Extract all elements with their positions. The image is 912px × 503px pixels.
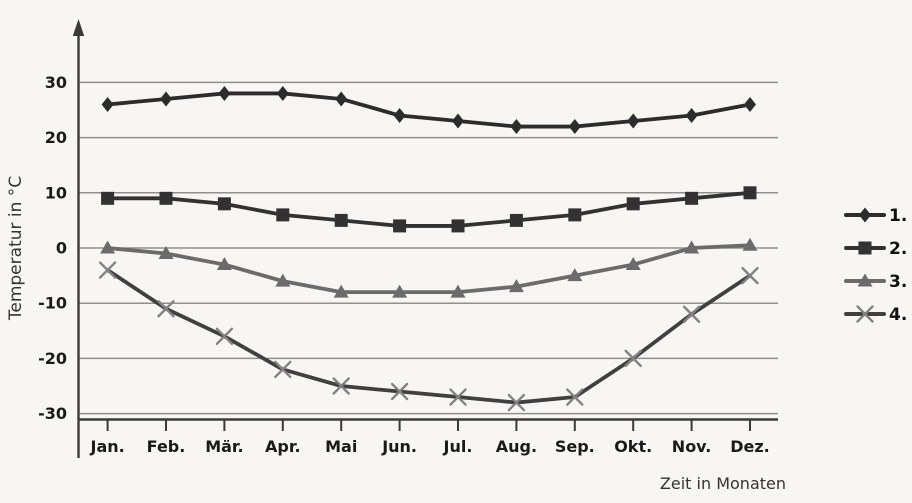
series-1-marker (101, 96, 114, 112)
series-3-marker (684, 240, 700, 254)
legend-label: 1. (889, 206, 907, 226)
series-4-marker (682, 305, 701, 323)
series-plot (98, 85, 759, 412)
series-1-marker (393, 108, 406, 124)
y-axis-arrow (72, 19, 85, 36)
x-axis-title: Zeit in Monaten (660, 474, 786, 493)
series-2-line (105, 190, 752, 228)
series-3 (100, 237, 758, 298)
series-1-marker (627, 113, 640, 129)
y-tick-label: 20 (45, 128, 67, 147)
series-4-marker (390, 382, 409, 401)
series-4-marker (507, 393, 526, 412)
legend-item-3: 3. (844, 272, 907, 292)
series-2-marker (217, 197, 231, 211)
series-1-marker (568, 119, 581, 135)
axes (72, 19, 778, 458)
y-tick-labels: 30 20 10 0 -10 -20 -30 (38, 73, 67, 423)
series-1-marker (452, 113, 464, 129)
series-2-marker (101, 191, 115, 205)
series-4-marker (98, 261, 117, 279)
series-2-marker (334, 213, 348, 227)
legend-marker-x (856, 305, 874, 323)
y-tick-label: -20 (38, 349, 67, 368)
series-1-marker (685, 108, 698, 124)
series-2-marker (159, 191, 173, 205)
series-3-marker (275, 273, 291, 287)
series-1-marker (160, 91, 172, 107)
series-4 (98, 261, 759, 412)
series-3-marker (216, 257, 232, 271)
series-3-marker (450, 284, 466, 298)
legend-item-4: 4. (844, 305, 907, 325)
x-tick-label: Mai (325, 437, 357, 456)
series-3-marker (100, 240, 116, 254)
x-tick-label: Feb. (147, 437, 186, 456)
legend-marker-diamond (859, 207, 871, 223)
series-1-marker (218, 85, 231, 101)
y-tick-label: 10 (45, 183, 67, 202)
series-2-marker (509, 213, 523, 227)
series-4-marker (741, 266, 759, 285)
x-tick-label: Sep. (555, 437, 595, 456)
series-3-marker (567, 268, 583, 282)
x-tick-labels: Jan. Feb. Mär. Apr. Mai Jun. Jul. Aug. Sep. Okt. N… (89, 437, 769, 456)
legend: 1. 2. 3. 4. (844, 206, 907, 325)
x-tick-label: Mär. (205, 437, 243, 456)
legend-item-2: 2. (844, 239, 907, 259)
series-1-marker (744, 96, 756, 112)
series-2-marker (626, 197, 640, 211)
series-3-marker (333, 284, 349, 298)
series-3-marker (158, 246, 174, 260)
series-1-marker (510, 119, 523, 135)
x-tick-label: Nov. (672, 437, 712, 456)
series-3-marker (625, 257, 641, 271)
series-4-marker (215, 327, 234, 346)
legend-label: 2. (889, 239, 907, 259)
series-1-marker (335, 91, 348, 107)
series-2-marker (393, 219, 407, 233)
series-4-marker (157, 300, 175, 318)
x-tick-label: Dez. (730, 437, 770, 456)
y-tick-label: -30 (38, 404, 67, 423)
legend-label: 3. (889, 272, 907, 292)
series-4-marker (449, 388, 467, 406)
y-tick-label: -10 (38, 294, 67, 313)
series-4-marker (332, 377, 350, 395)
series-4-line (105, 268, 752, 405)
y-axis-title: Temperatur in °C (6, 176, 26, 321)
series-4-marker (624, 349, 642, 368)
x-tick-label: Jun. (381, 437, 417, 456)
x-tick-label: Jan. (89, 437, 124, 456)
x-tick-label: Jul. (443, 437, 473, 456)
series-2-marker (685, 191, 699, 205)
legend-marker-triangle (857, 273, 873, 287)
x-tick-label: Okt. (614, 437, 652, 456)
series-2-marker (743, 186, 757, 200)
gridlines (78, 81, 778, 415)
legend-item-1: 1. (844, 206, 907, 226)
x-tick-label: Apr. (265, 437, 301, 456)
legend-label: 4. (889, 305, 907, 325)
series-3-line (105, 243, 752, 295)
series-4-marker (566, 388, 584, 406)
series-1-line (105, 91, 752, 129)
y-tick-label: 30 (45, 73, 67, 92)
legend-marker-square (858, 241, 872, 255)
series-2 (101, 186, 757, 233)
series-1-marker (276, 85, 289, 101)
series-1 (101, 85, 756, 135)
series-2-marker (568, 208, 582, 222)
series-3-marker (392, 284, 408, 298)
x-tick-label: Aug. (496, 437, 537, 456)
series-2-marker (276, 208, 290, 222)
series-3-marker (742, 237, 758, 251)
series-4-marker (274, 360, 292, 379)
y-tick-label: 0 (56, 239, 67, 258)
series-3-marker (508, 279, 524, 293)
series-2-marker (451, 219, 465, 233)
